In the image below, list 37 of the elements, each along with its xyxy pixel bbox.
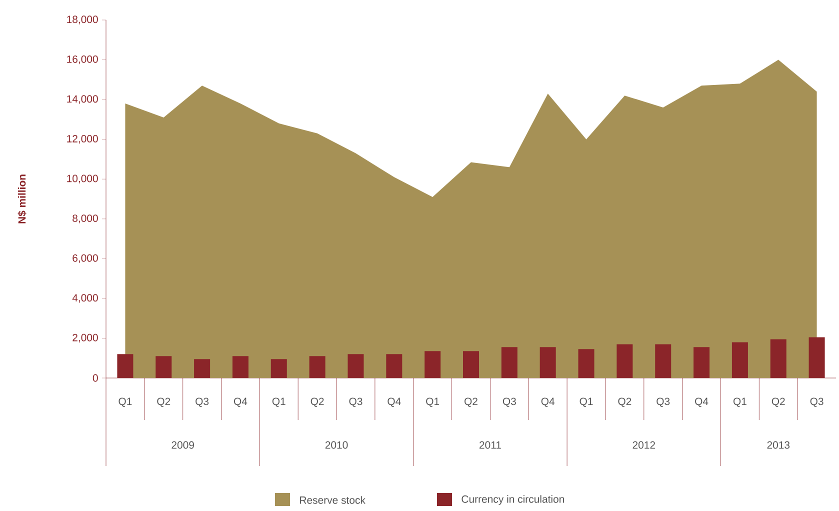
x-tick-label: Q1: [733, 398, 746, 407]
y-tick-label: 2,000: [72, 334, 98, 343]
x-tick-label: Q2: [618, 398, 632, 407]
x-tick-label: Q4: [541, 398, 555, 407]
x-tick-label: Q3: [656, 398, 670, 407]
text: 2013: [767, 441, 790, 449]
x-tick-label: Q4: [388, 398, 401, 407]
x-tick-label: Q1: [118, 398, 132, 407]
x-tick-label: Q3: [349, 398, 362, 407]
x-tick-label: Q2: [157, 398, 170, 407]
y-tick-label: 14,000: [67, 95, 98, 104]
x-tick-label: Q2: [464, 398, 478, 407]
text: 2012: [632, 441, 655, 449]
text: 2010: [325, 441, 348, 449]
x-tick-label: Q3: [196, 398, 209, 407]
y-tick-label: 10,000: [67, 174, 98, 184]
y-tick-label: 12,000: [67, 135, 98, 144]
text: 2011: [480, 441, 501, 449]
x-tick-label: Q3: [810, 398, 824, 407]
x-tick-label: Q1: [272, 398, 286, 407]
y-tick-label: 0: [92, 374, 98, 382]
y-tick-label: 18,000: [67, 16, 98, 24]
legend-label: Currency in circulation: [462, 495, 564, 505]
y-tick-label: 6,000: [72, 254, 98, 263]
text: 2009: [172, 441, 194, 449]
legend-label: Reserve stock: [300, 496, 366, 504]
x-tick-label: Q2: [310, 398, 324, 407]
x-tick-label: Q4: [234, 398, 248, 407]
y-tick-label: 8,000: [72, 214, 98, 224]
x-tick-label: Q2: [772, 398, 785, 407]
x-tick-label: Q1: [426, 398, 440, 407]
x-tick-label: Q4: [695, 398, 708, 407]
x-tick-label: Q1: [580, 398, 593, 407]
x-tick-label: Q3: [502, 398, 516, 407]
y-tick-label: 16,000: [67, 55, 98, 64]
y-axis-title: N$ million: [18, 174, 26, 224]
y-tick-label: 4,000: [72, 294, 98, 303]
